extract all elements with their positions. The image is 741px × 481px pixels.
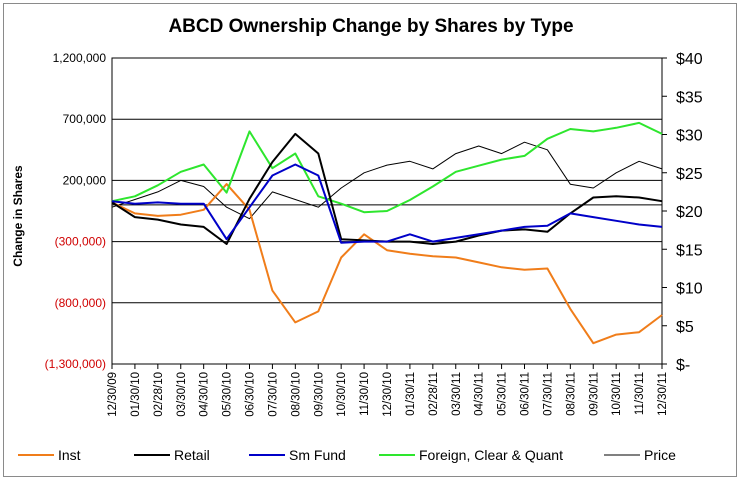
series-line-inst [111, 183, 663, 345]
x-tick-label: 12/30/09 [107, 372, 119, 417]
x-tick-label: 08/30/11 [565, 372, 577, 416]
x-tick-label: 04/30/11 [474, 372, 486, 416]
y-tick-label: 1,200,000 [53, 51, 107, 65]
series-line-retail [111, 132, 663, 245]
series-line-sm-fund [111, 163, 663, 244]
series-line-foreign-clear-quant [111, 121, 663, 214]
ownership-line-chart: ABCD Ownership Change by Shares by Type … [11, 16, 703, 463]
series-line-price [111, 141, 663, 220]
y-tick-label: 700,000 [63, 112, 107, 126]
legend-label: Foreign, Clear & Quant [419, 447, 563, 463]
y-tick-label: (300,000) [55, 235, 106, 249]
x-tick-label: 07/30/11 [542, 372, 554, 416]
y2-tick-label: $30 [676, 128, 703, 145]
x-tick-label: 06/30/10 [245, 372, 257, 417]
x-tick-label: 07/30/10 [267, 372, 279, 417]
y-tick-label: (800,000) [55, 296, 106, 310]
x-tick-label: 09/30/10 [313, 372, 325, 417]
x-tick-label: 03/30/10 [176, 372, 188, 417]
y-axis-label: Change in Shares [11, 165, 25, 267]
legend-label: Retail [174, 447, 210, 463]
x-tick-label: 08/30/10 [290, 372, 302, 417]
chart-title: ABCD Ownership Change by Shares by Type [168, 16, 573, 37]
x-tick-label: 02/28/11 [428, 372, 440, 416]
x-tick-label: 01/30/11 [405, 372, 417, 416]
x-tick-label: 10/30/11 [611, 372, 623, 416]
x-tick-label: 02/28/10 [153, 372, 165, 417]
x-tick-label: 01/30/10 [130, 372, 142, 417]
y2-tick-label: $25 [676, 166, 703, 183]
legend-label: Price [644, 447, 676, 463]
y-tick-label: 200,000 [63, 173, 107, 187]
series-lines [111, 121, 663, 345]
x-tick-label: 05/30/11 [497, 372, 509, 416]
y2-tick-label: $40 [676, 51, 703, 68]
x-tick-label: 12/30/11 [657, 372, 669, 416]
y-tick-label: (1,300,000) [45, 357, 106, 371]
x-tick-label: 09/30/11 [588, 372, 600, 416]
legend-label: Sm Fund [289, 447, 346, 463]
y2-tick-label: $- [676, 357, 690, 374]
x-axis: 12/30/09 01/30/10 02/28/10 03/30/10 04/30/10… [107, 364, 669, 417]
x-tick-label: 05/30/10 [222, 372, 234, 417]
y2-tick-label: $10 [676, 281, 703, 298]
x-tick-label: 06/30/11 [520, 372, 532, 416]
y2-tick-label: $5 [676, 319, 694, 336]
x-tick-label: 10/30/10 [336, 372, 348, 417]
chart-frame: ABCD Ownership Change by Shares by Type … [3, 3, 737, 477]
x-tick-label: 12/30/10 [382, 372, 394, 417]
legend-label: Inst [58, 447, 81, 463]
x-tick-label: 11/30/11 [634, 372, 646, 415]
y2-tick-label: $20 [676, 204, 703, 221]
x-tick-label: 03/30/11 [451, 372, 463, 416]
y-axis-right: $40 $35 $30 $25 $20 $15 $10 $5 $- [662, 51, 703, 374]
y2-tick-label: $35 [676, 89, 703, 106]
legend: Inst Retail Sm Fund Foreign, Clear & Quant P… [18, 447, 676, 463]
x-tick-label: 11/30/10 [359, 372, 371, 416]
y-axis-left: 1,200,000 700,000 200,000 (300,000) (800,000… [45, 51, 107, 371]
y2-tick-label: $15 [676, 242, 703, 259]
x-tick-label: 04/30/10 [199, 372, 211, 417]
